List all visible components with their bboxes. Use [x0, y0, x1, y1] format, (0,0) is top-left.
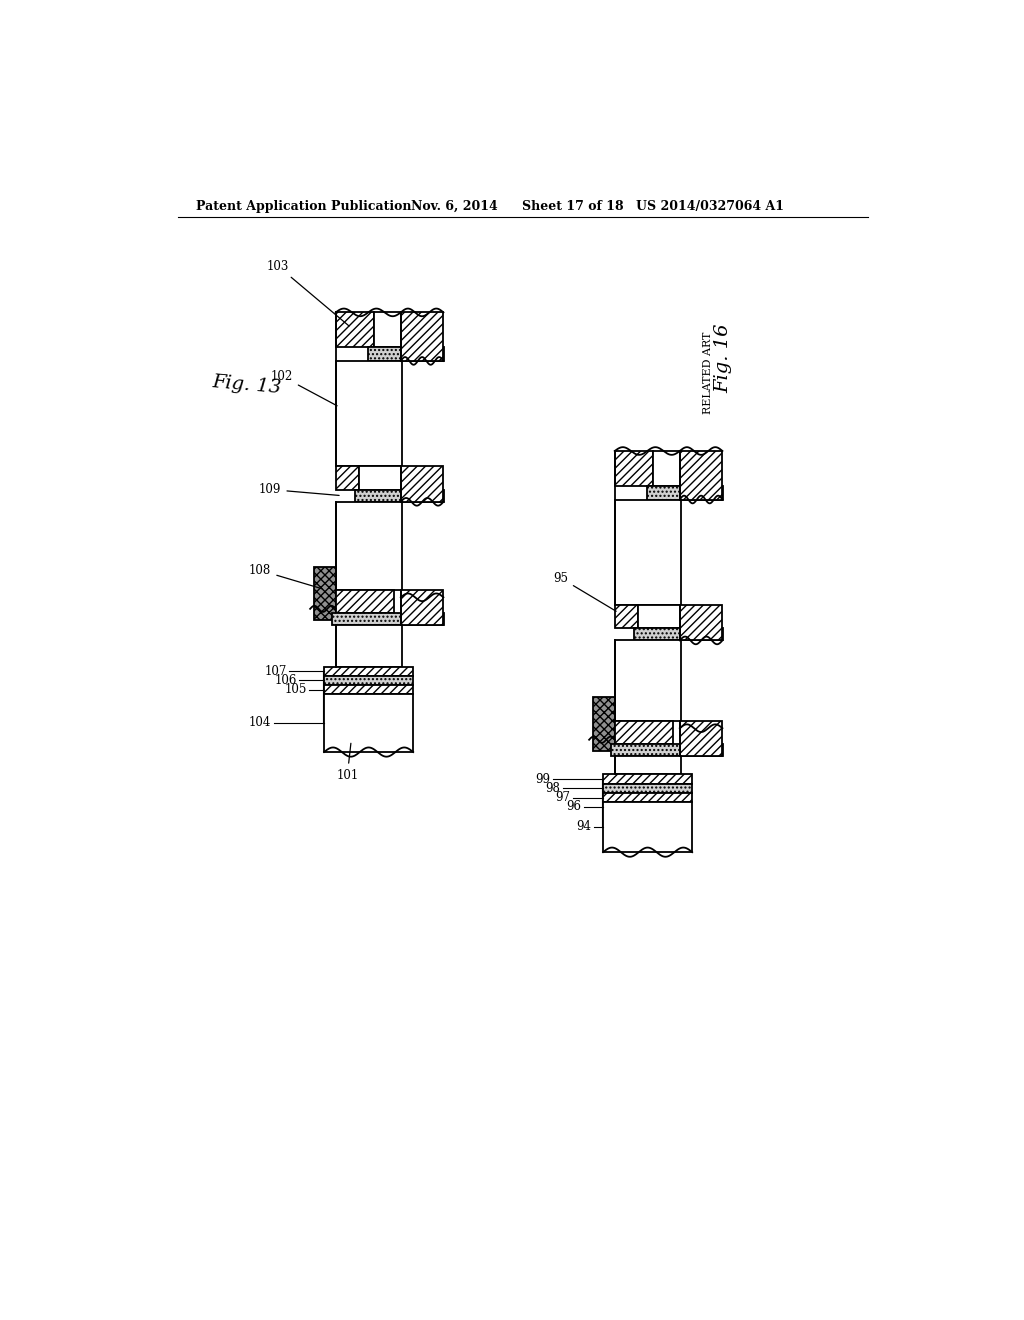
Bar	[680, 605, 722, 640]
Bar	[603, 775, 692, 784]
Text: US 2014/0327064 A1: US 2014/0327064 A1	[636, 199, 783, 213]
Text: Patent Application Publication: Patent Application Publication	[197, 199, 412, 213]
Bar	[614, 640, 681, 721]
Bar	[332, 612, 444, 626]
Text: RELATED ART: RELATED ART	[702, 331, 713, 413]
Bar	[400, 590, 443, 626]
Bar	[614, 756, 681, 775]
Bar	[324, 667, 414, 676]
Text: 104: 104	[249, 717, 271, 730]
Bar	[400, 466, 443, 502]
Bar	[614, 499, 681, 605]
Bar	[400, 313, 443, 360]
Bar	[336, 313, 375, 347]
Bar	[314, 566, 336, 620]
Text: 96: 96	[566, 800, 582, 813]
Text: 94: 94	[577, 820, 592, 833]
Text: 101: 101	[336, 743, 358, 781]
Text: Fig. 13: Fig. 13	[212, 374, 283, 397]
Text: 106: 106	[274, 675, 297, 686]
Bar	[375, 313, 401, 347]
Bar	[653, 451, 681, 486]
Text: 107: 107	[264, 665, 287, 677]
Bar	[359, 466, 401, 490]
Bar	[336, 360, 401, 466]
Bar	[324, 676, 414, 685]
Text: 99: 99	[536, 772, 550, 785]
Bar	[355, 490, 444, 502]
Bar	[680, 451, 722, 499]
Text: 109: 109	[259, 483, 339, 496]
Text: Fig. 16: Fig. 16	[714, 323, 732, 393]
Text: Nov. 6, 2014: Nov. 6, 2014	[411, 199, 498, 213]
Bar	[603, 803, 692, 853]
Bar	[336, 626, 401, 667]
Bar	[614, 451, 653, 486]
Text: 105: 105	[285, 684, 307, 696]
Text: 102: 102	[270, 370, 337, 405]
Bar	[324, 694, 414, 752]
Bar	[593, 697, 614, 751]
Bar	[369, 347, 444, 360]
Bar	[336, 590, 394, 612]
Text: 108: 108	[249, 564, 323, 589]
Text: 95: 95	[553, 572, 616, 611]
Bar	[611, 743, 723, 756]
Bar	[324, 685, 414, 694]
Text: 98: 98	[546, 781, 560, 795]
Bar	[614, 721, 673, 743]
Bar	[680, 721, 722, 756]
Bar	[614, 605, 638, 628]
Text: Sheet 17 of 18: Sheet 17 of 18	[521, 199, 624, 213]
Bar	[336, 502, 401, 590]
Text: 103: 103	[267, 260, 349, 326]
Bar	[638, 605, 681, 628]
Bar	[647, 486, 723, 499]
Bar	[336, 466, 359, 490]
Bar	[603, 784, 692, 793]
Bar	[634, 628, 723, 640]
Text: 97: 97	[556, 791, 570, 804]
Bar	[603, 793, 692, 803]
